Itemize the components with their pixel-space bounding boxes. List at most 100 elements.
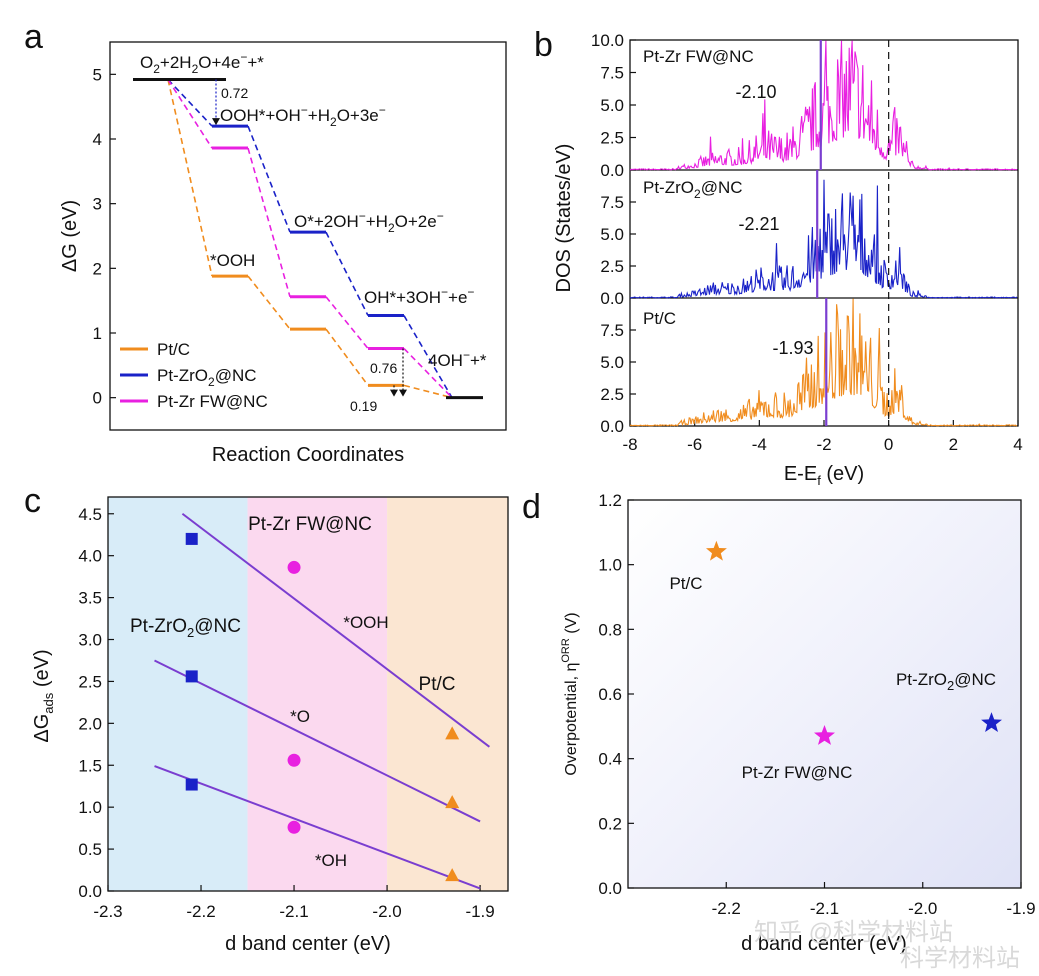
panel-c-ytick-label: 0.5 (78, 840, 102, 859)
connector-Pt/C-1 (247, 275, 291, 330)
star-marker-Pt/C (706, 540, 727, 561)
panel-b-xtick-label: 4 (1013, 435, 1022, 454)
label-ptzrfw: Pt-Zr FW@NC (248, 514, 372, 535)
arrowhead-0-76 (399, 389, 407, 397)
panel-c-xtick-label: -2.3 (93, 902, 122, 921)
star-marker-Pt-Zr FW@NC (814, 725, 835, 745)
panel-b-ytick-label: 0.0 (600, 161, 624, 180)
fit-line-*OOH (181, 512, 491, 748)
panel-b-ytick-label: 5.0 (600, 353, 624, 372)
legend-label-ptzro2: Pt-ZrO2@NC (157, 366, 257, 389)
connector-Pt-ZrO2@NC-0 (167, 78, 213, 127)
panel-c-frame (107, 496, 509, 892)
connector-Pt/C-0 (167, 79, 213, 277)
panel-label-a: a (24, 18, 43, 56)
dos-curve-Pt/C (629, 298, 1017, 427)
panel-d-ytick-label: 1.2 (598, 491, 622, 510)
connector-Pt-Zr FW@NC-1 (247, 147, 291, 298)
panel-c-scaling: -2.3 -2.2 -2.1 -2.0 -1.9 0.0 0.5 1.0 1.5 2.0 2.5 3.… (31, 496, 509, 955)
panel-b-xtick-label: -2 (816, 435, 831, 454)
panel-b-ylabel: DOS (States/eV) (553, 144, 575, 293)
panel-a-legend: Pt/C Pt-ZrO2@NC Pt-Zr FW@NC (120, 340, 268, 411)
step-label-o2: O2+2H2O+4e−+* (140, 50, 264, 76)
panel-b-ytick-label: 2.5 (600, 385, 624, 404)
dos-curve-Pt-Zr FW@NC (630, 40, 1018, 171)
connector-Pt-Zr FW@NC-0 (167, 79, 213, 149)
step-label-4oh: 4OH−+* (428, 348, 487, 370)
panel-a-ylabel: ΔG (eV) (59, 200, 81, 272)
panel-a-xlabel: Reaction Coordinates (212, 444, 404, 466)
step-label-ooh: OOH*+OH−+H2O+3e− (220, 103, 386, 129)
dos-curve-Pt-ZrO2@NC (629, 179, 1018, 299)
panel-d-xtick-label: -2.2 (712, 899, 741, 918)
marker-triangle-0 (445, 726, 460, 740)
marker-circle-2 (287, 820, 301, 834)
panel-label-c: c (24, 482, 41, 520)
panel-b-xtick-label: 0 (884, 435, 893, 454)
panel-c-xtick-label: -1.9 (465, 902, 494, 921)
watermark-text: 知乎 @科学材料站 (754, 919, 953, 946)
panel-c-ytick-label: 0.0 (78, 882, 102, 901)
label-ptzro2: Pt-ZrO2@NC (130, 616, 241, 640)
panel-a-ytick-label: 4 (93, 130, 102, 149)
panel-c-ylabel: ΔGads (eV) (31, 649, 56, 742)
marker-square-2 (185, 778, 198, 791)
panel-c-ytick-label: 4.0 (78, 547, 102, 566)
panel-c-xtick-label: -2.1 (279, 902, 308, 921)
panel-c-xtick-label: -2.0 (372, 902, 401, 921)
panel-label-d: d (522, 488, 541, 526)
annotation-0-19: 0.19 (350, 398, 377, 414)
dband-label-ptzro2: -2.21 (738, 214, 779, 234)
legend-label-ptc: Pt/C (157, 340, 190, 359)
panel-c-ytick-label: 2.5 (78, 672, 102, 691)
point-label-ptc: Pt/C (669, 574, 702, 593)
region-0 (108, 497, 248, 891)
annotation-ooh: *OOH (210, 251, 255, 270)
connector-Pt-ZrO2@NC-3 (403, 315, 453, 399)
panel-d-ylabel: Overpotential, ηORR (V) (560, 612, 580, 775)
panel-d-xtick-label: -2.0 (908, 899, 937, 918)
panel-d-ytick-label: 0.8 (598, 620, 622, 639)
annotation-0-76: 0.76 (370, 360, 397, 376)
point-label-ptzro2: Pt-ZrO2@NC (896, 670, 996, 693)
region-2 (387, 497, 508, 891)
panel-b-ytick-label: 10.0 (591, 31, 624, 50)
panel-d-xtick-label: -1.9 (1006, 899, 1035, 918)
panel-b-ytick-label: 0.0 (600, 417, 624, 436)
connector-Pt/C-3 (403, 384, 453, 399)
panel-b-ytick-label: 7.5 (600, 321, 624, 340)
marker-circle-1 (287, 753, 301, 767)
point-label-ptzrfw: Pt-Zr FW@NC (742, 763, 853, 782)
panel-b-xtick-label: 2 (949, 435, 958, 454)
panel-c-xlabel: d band center (eV) (225, 933, 391, 955)
connector-Pt-Zr FW@NC-3 (403, 347, 453, 399)
panel-d-ytick-label: 0.2 (598, 814, 622, 833)
panel-d-ytick-label: 1.0 (598, 556, 622, 575)
panel-c-ytick-label: 3.5 (78, 589, 102, 608)
panel-d-ytick-label: 0.0 (598, 879, 622, 898)
panel-c-ytick-label: 2.0 (78, 714, 102, 733)
panel-b-ytick-label: 2.5 (600, 129, 624, 148)
panel-a-ytick-label: 5 (93, 65, 102, 84)
marker-triangle-1 (445, 795, 460, 809)
panel-b-xtick-label: -4 (752, 435, 767, 454)
panel-a-ytick-label: 1 (93, 324, 102, 343)
panel-b-dos: -8 -6 -4 -2 0 2 4 0.0 2.5 5.0 7.5 10.0 0.0 2.5 5.0 7.5 0… (553, 31, 1023, 488)
marker-circle-0 (287, 560, 301, 574)
marker-triangle-2 (445, 868, 460, 882)
panel-c-ytick-label: 1.0 (78, 798, 102, 817)
panel-d-ytick-label: 0.4 (598, 750, 622, 769)
panel-d-ytick-label: 0.6 (598, 685, 622, 704)
panel-b-ytick-label: 2.5 (600, 257, 624, 276)
fit-label-o: *O (290, 707, 310, 726)
arrowhead-0-72 (212, 118, 220, 126)
fit-line-*OH (154, 765, 481, 890)
connector-Pt/C-2 (325, 328, 369, 386)
fit-line-*O (154, 659, 481, 823)
watermark-text-2: 科学材料站 (900, 945, 1020, 972)
panel-c-ytick-label: 3.0 (78, 631, 102, 650)
star-marker-Pt-ZrO2@NC (981, 712, 1002, 732)
panel-b-xtick-label: -8 (622, 435, 637, 454)
panel-b-xtick-label: -6 (687, 435, 702, 454)
